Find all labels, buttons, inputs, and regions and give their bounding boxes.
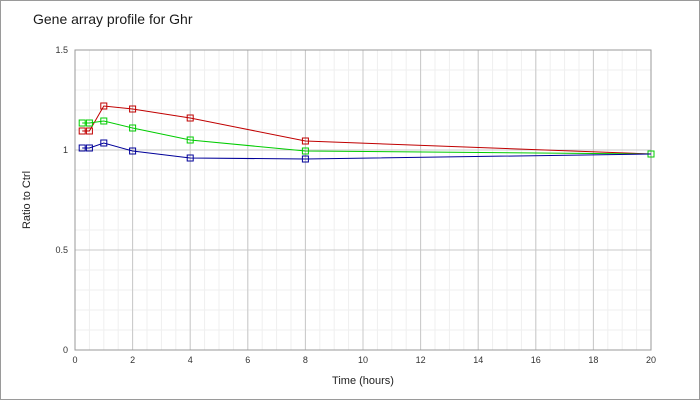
data-point-marker: [129, 105, 137, 113]
chart-title: Gene array profile for Ghr: [33, 11, 193, 27]
x-tick-label: 6: [245, 355, 250, 365]
series-layer: [78, 102, 655, 163]
data-point-marker: [85, 144, 93, 152]
data-point-marker: [100, 117, 108, 125]
data-point-marker: [85, 127, 93, 135]
data-point-marker: [301, 147, 309, 155]
series-line: [82, 105, 652, 155]
data-point-marker: [186, 154, 194, 162]
y-axis-label: Ratio to Ctrl: [21, 171, 33, 229]
data-point-marker: [78, 127, 86, 135]
y-tick-label: 1.5: [55, 45, 68, 55]
data-point-marker: [186, 136, 194, 144]
data-point-marker: [100, 102, 108, 110]
x-tick-label: 18: [588, 355, 598, 365]
data-point-marker: [301, 155, 309, 163]
data-point-marker: [129, 124, 137, 132]
y-tick-label: 1: [63, 145, 68, 155]
y-tick-label: 0.5: [55, 245, 68, 255]
data-point-marker: [78, 119, 86, 127]
series-line: [82, 120, 652, 155]
data-point-marker: [186, 114, 194, 122]
series-1: [78, 102, 652, 155]
data-point-marker: [129, 147, 137, 155]
x-tick-label: 0: [72, 355, 77, 365]
x-axis-label: Time (hours): [332, 375, 394, 387]
data-point-marker: [85, 119, 93, 127]
x-tick-label: 2: [130, 355, 135, 365]
x-tick-label: 8: [303, 355, 308, 365]
y-axis-ticks: 0 0.5 1 1.5: [55, 45, 68, 355]
series-2: [78, 117, 655, 158]
data-point-marker: [78, 144, 86, 152]
series-line: [82, 142, 652, 160]
x-tick-label: 12: [416, 355, 426, 365]
y-tick-label: 0: [63, 345, 68, 355]
x-axis-ticks: 0 2 4 6 8 10 12 14 16 18 20: [72, 355, 656, 365]
x-tick-label: 4: [188, 355, 193, 365]
plot-area-border: [74, 49, 652, 351]
x-tick-label: 10: [358, 355, 368, 365]
x-tick-label: 14: [473, 355, 483, 365]
data-point-marker: [100, 139, 108, 147]
data-point-marker: [301, 137, 309, 145]
x-tick-label: 20: [646, 355, 656, 365]
series-3: [78, 139, 652, 163]
x-tick-label: 16: [531, 355, 541, 365]
